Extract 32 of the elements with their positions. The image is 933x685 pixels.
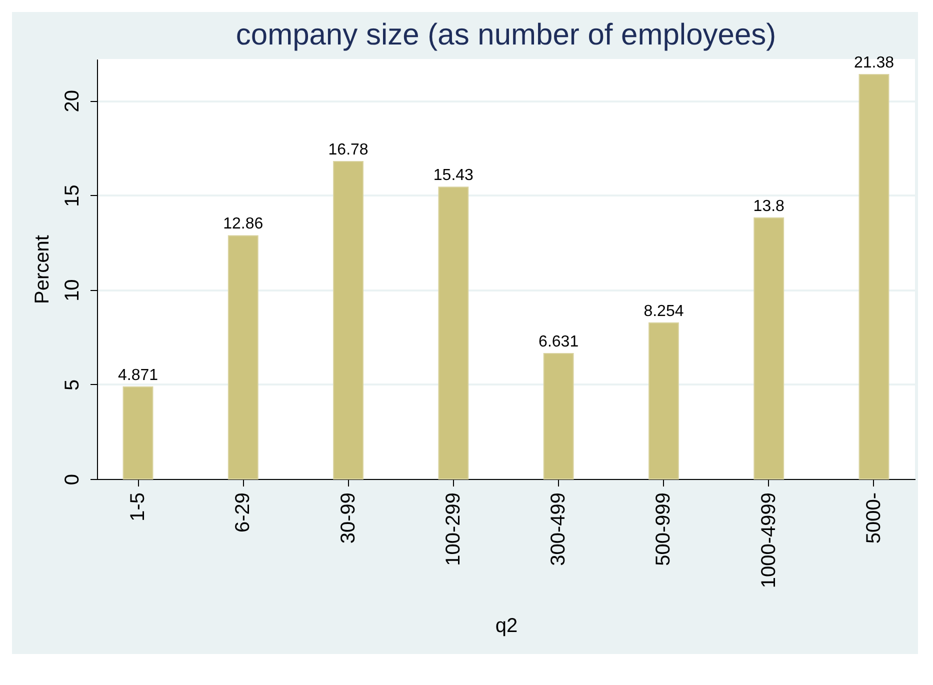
y-tick-label: 15 — [62, 184, 84, 207]
data-label: 21.38 — [854, 54, 894, 72]
y-axis-title: Percent — [32, 234, 54, 304]
x-tick-label: 300-499 — [548, 492, 570, 566]
x-tick-label: 6-29 — [232, 492, 254, 533]
y-tick-label: 0 — [62, 474, 84, 486]
data-label: 13.8 — [753, 198, 785, 215]
x-tick-label: 5000- — [862, 492, 885, 544]
x-tick-label: 1000-4999 — [758, 492, 780, 588]
bar — [333, 161, 364, 480]
x-tick-label: 100-299 — [442, 492, 464, 566]
x-tick-label: 1-5 — [127, 492, 150, 522]
bar — [754, 217, 784, 480]
y-tick-label: 20 — [62, 90, 84, 112]
bar — [122, 386, 154, 480]
x-tick-label: 30-99 — [337, 492, 360, 544]
y-tick-label: 5 — [62, 379, 84, 390]
data-label: 8.254 — [644, 302, 684, 320]
data-label: 16.78 — [328, 142, 368, 159]
data-label: 6.631 — [538, 334, 579, 351]
bar — [648, 322, 679, 480]
x-axis-title: q2 — [495, 615, 518, 638]
bar — [438, 186, 469, 480]
data-label: 15.43 — [433, 167, 474, 184]
data-label: 12.86 — [223, 216, 264, 233]
x-tick-label: 500-999 — [652, 492, 675, 566]
data-label: 4.871 — [118, 366, 158, 384]
chart-title: company size (as number of employees) — [236, 18, 776, 52]
y-tick-label: 10 — [62, 279, 84, 302]
bar — [858, 74, 890, 480]
bar — [543, 353, 574, 480]
bar — [228, 235, 258, 480]
